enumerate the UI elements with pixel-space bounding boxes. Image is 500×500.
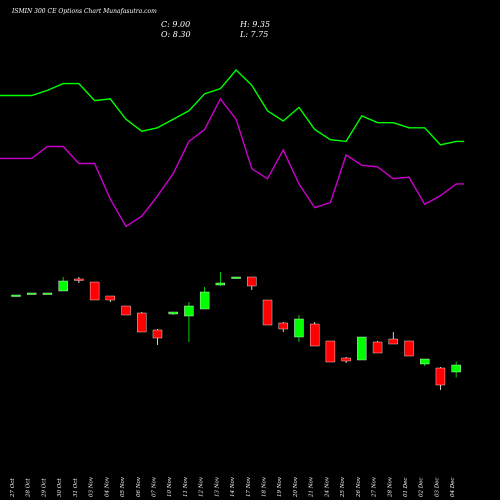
- candle-14-nov: [231, 276, 241, 279]
- indicator-line-1: [0, 68, 465, 146]
- candle-body: [11, 294, 21, 297]
- candle-body: [199, 291, 210, 310]
- candle-body: [152, 329, 163, 339]
- candle-body: [27, 292, 37, 295]
- low-value: L: 7.75: [240, 30, 269, 39]
- candle-17-nov: [247, 276, 257, 290]
- candle-20-nov: [294, 315, 304, 342]
- candle-01-dec: [404, 340, 414, 357]
- x-tick-label: 21 Nov: [309, 476, 315, 498]
- x-tick-label: 31 Oct: [73, 478, 79, 497]
- close-value: C: 9.00: [161, 20, 191, 29]
- candle-body: [231, 276, 241, 279]
- x-tick-label: 04 Dec: [450, 478, 456, 498]
- candle-10-nov: [168, 311, 178, 315]
- x-tick-label: 30 Oct: [57, 478, 63, 497]
- candle-28-oct: [27, 292, 37, 295]
- x-tick-label: 29 Oct: [41, 478, 47, 498]
- x-tick-label: 26 Nov: [356, 476, 362, 498]
- x-tick-label: 03 Nov: [89, 476, 95, 497]
- x-tick-label: 11 Nov: [183, 476, 189, 497]
- x-tick-label: 12 Nov: [199, 476, 205, 497]
- candle-body: [372, 341, 383, 354]
- candle-13-nov: [215, 272, 226, 286]
- x-tick-label: 03 Dec: [434, 478, 440, 498]
- candle-27-nov: [372, 341, 383, 354]
- x-tick-label: 24 Nov: [324, 476, 330, 498]
- candle-24-nov: [325, 340, 336, 363]
- candle-02-dec: [420, 358, 430, 366]
- x-tick-label: 04 Nov: [104, 476, 110, 497]
- x-tick-label: 10 Nov: [167, 476, 173, 497]
- high-value: H: 9.35: [240, 20, 271, 29]
- x-tick-label: 05 Nov: [120, 476, 126, 497]
- candle-body: [42, 292, 53, 295]
- x-tick-label: 01 Dec: [403, 478, 409, 498]
- x-tick-label: 02 Dec: [419, 478, 425, 498]
- candle-body: [357, 336, 367, 361]
- candle-28-nov: [388, 332, 398, 345]
- candle-body: [404, 340, 414, 357]
- x-tick-label: 28 Oct: [26, 478, 32, 498]
- candle-21-nov: [309, 322, 320, 347]
- candle-body: [168, 311, 178, 315]
- candle-04-nov: [105, 295, 116, 302]
- candle-12-nov: [199, 287, 210, 310]
- x-tick-label: 18 Nov: [262, 476, 268, 497]
- x-tick-label: 28 Nov: [387, 476, 393, 498]
- x-axis-labels: 27 Oct 28 Oct 29 Oct 30 Oct 31 Oct 03 Nov 04 N…: [10, 476, 456, 498]
- x-tick-label: 07 Nov: [151, 476, 157, 497]
- x-tick-label: 19 Nov: [277, 476, 283, 497]
- candle-06-nov: [137, 312, 147, 333]
- candle-body: [105, 295, 116, 301]
- candle-body: [420, 358, 430, 365]
- candle-26-nov: [357, 336, 367, 361]
- candlesticks: [11, 272, 461, 390]
- indicator-line-2: [0, 97, 465, 228]
- candle-03-nov: [89, 281, 100, 301]
- candle-body: [215, 282, 226, 286]
- candle-19-nov: [278, 322, 288, 332]
- x-tick-label: 06 Nov: [136, 476, 142, 497]
- candle-07-nov: [152, 329, 163, 345]
- x-tick-label: 25 Nov: [340, 476, 346, 498]
- candle-body: [325, 340, 336, 363]
- candle-body: [74, 278, 84, 281]
- candle-body: [58, 280, 68, 292]
- candle-29-oct: [42, 292, 53, 295]
- candle-27-oct: [11, 294, 21, 297]
- candle-31-oct: [74, 277, 84, 283]
- candle-body: [278, 322, 288, 330]
- candle-body: [247, 276, 257, 287]
- candle-body: [121, 305, 131, 316]
- candle-body: [294, 318, 304, 338]
- candle-body: [137, 312, 147, 333]
- candle-18-nov: [262, 299, 273, 326]
- x-tick-label: 14 Nov: [230, 476, 236, 497]
- candle-30-oct: [58, 277, 68, 292]
- x-tick-label: 13 Nov: [214, 476, 220, 497]
- chart-title: ISMIN 300 CE Options Chart Munafasutra.c…: [12, 8, 157, 15]
- candle-body: [451, 364, 461, 373]
- x-tick-label: 27 Oct: [10, 478, 16, 498]
- x-tick-label: 27 Nov: [372, 476, 378, 498]
- candle-25-nov: [341, 357, 351, 363]
- candle-05-nov: [121, 305, 131, 316]
- candle-body: [309, 323, 320, 347]
- candle-03-dec: [435, 367, 446, 390]
- indicator-lines: [0, 68, 465, 228]
- candle-body: [388, 338, 398, 345]
- candle-body: [262, 299, 273, 326]
- x-tick-label: 17 Nov: [246, 476, 252, 497]
- candle-body: [184, 305, 194, 317]
- candle-body: [89, 281, 100, 301]
- x-tick-label: 20 Nov: [293, 476, 299, 498]
- open-value: O: 8.30: [161, 30, 191, 39]
- candle-04-dec: [451, 361, 461, 378]
- candle-11-nov: [184, 302, 194, 342]
- candle-body: [435, 367, 446, 386]
- candle-body: [341, 357, 351, 362]
